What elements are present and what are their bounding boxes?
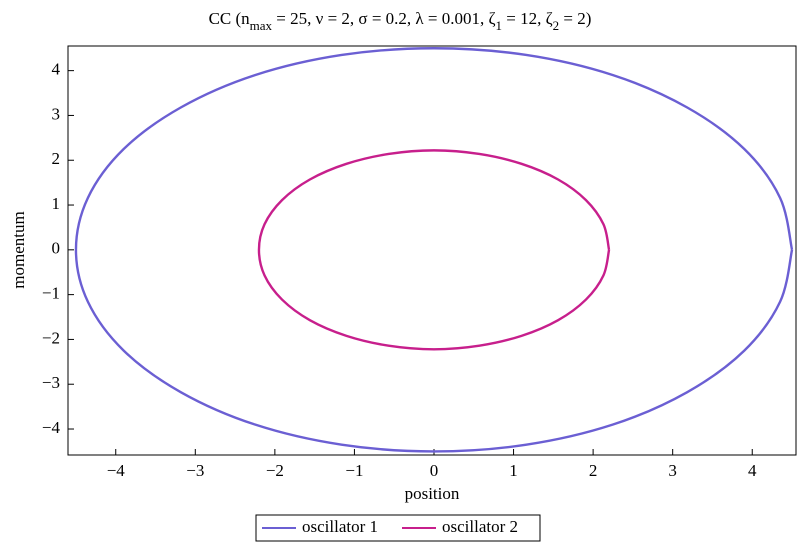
x-axis-label: position [405,484,460,503]
series-line [74,47,794,453]
y-tick-label: −3 [42,373,60,392]
x-tick-label: −3 [186,461,204,480]
title-subscript: 2 [553,18,560,33]
y-tick-label: 2 [52,149,61,168]
title-part: = 25, ν = 2, σ = 0.2, λ = 0.001, ζ [272,9,495,28]
series-line [257,149,611,351]
title-subscript: 1 [496,18,503,33]
y-tick-label: 3 [52,104,61,123]
legend-label: oscillator 2 [442,517,518,536]
x-tick-label: 2 [589,461,598,480]
title-part: = 2) [559,9,591,28]
chart-title: CC (nmax = 25, ν = 2, σ = 0.2, λ = 0.001… [209,9,592,33]
x-tick-label: −2 [266,461,284,480]
y-axis-label: momentum [9,211,28,288]
title-part: = 12, ζ [502,9,553,28]
y-tick-label: 4 [52,60,61,79]
x-tick-label: −1 [345,461,363,480]
y-tick-label: −4 [42,418,61,437]
x-tick-label: 0 [430,461,439,480]
x-tick-label: 1 [509,461,518,480]
y-tick-label: 0 [52,239,61,258]
x-tick-label: −4 [107,461,126,480]
title-subscript: max [250,18,273,33]
x-tick-label: 4 [748,461,757,480]
legend-box [255,514,541,542]
y-tick-label: −2 [42,328,60,347]
title-part: CC (n [209,9,251,28]
x-tick-label: 3 [668,461,677,480]
y-tick-label: −1 [42,284,60,303]
y-tick-label: 1 [52,194,61,213]
legend-label: oscillator 1 [302,517,378,536]
plot-frame [67,45,797,456]
